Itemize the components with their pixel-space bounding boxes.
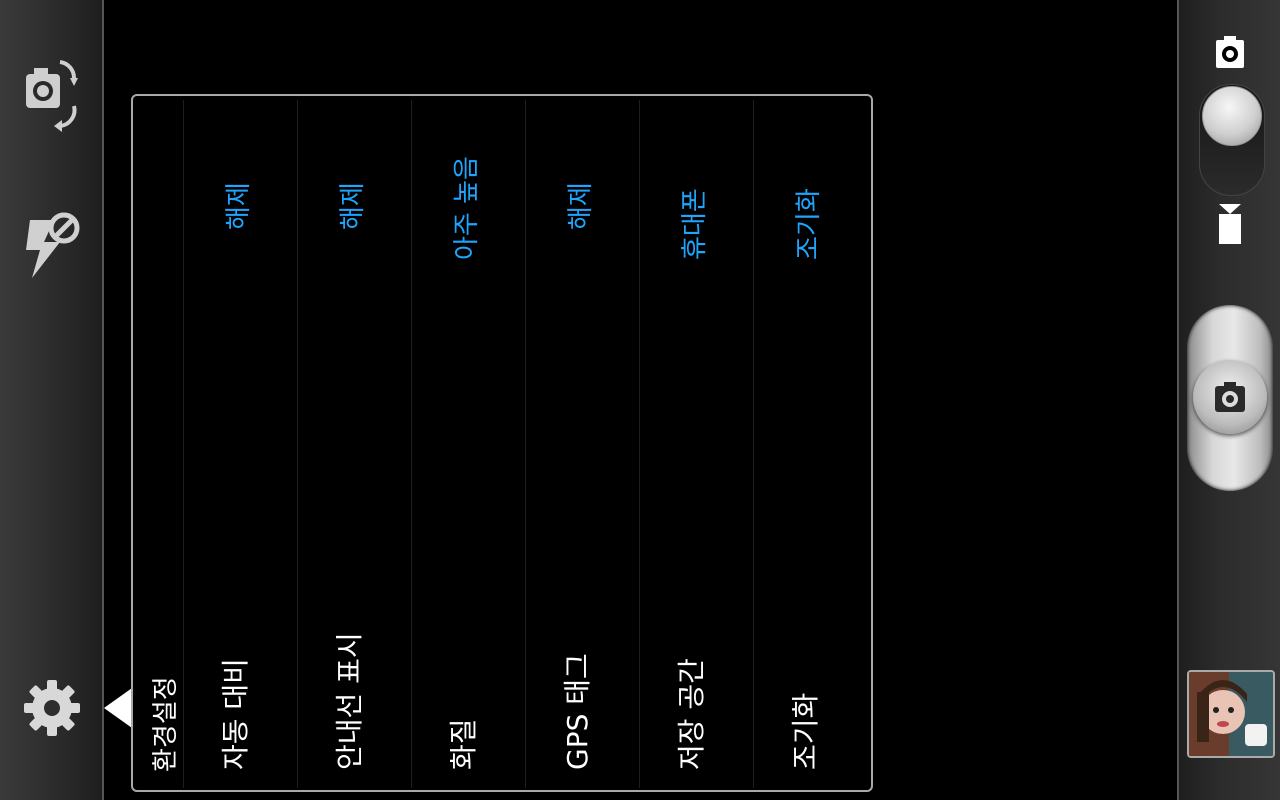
shutter-button[interactable]	[1187, 305, 1273, 491]
setting-value: 해제	[224, 182, 254, 230]
setting-label: 조기화	[789, 692, 822, 770]
setting-row-guidelines[interactable]: 안내선 표시 해제	[297, 100, 412, 788]
setting-label: GPS 태그	[561, 653, 594, 770]
setting-row-quality[interactable]: 화질 아주 높음	[411, 100, 526, 788]
settings-panel: 환경설정 자동 대비 해제 안내선 표시 해제 화질 아주 높음 GPS 태그 …	[131, 94, 873, 792]
mode-switch-knob[interactable]	[1202, 86, 1262, 146]
setting-row-reset[interactable]: 조기화 조기화	[753, 100, 868, 788]
setting-label: 안내선 표시	[333, 632, 366, 770]
setting-value: 해제	[566, 182, 596, 230]
setting-value: 아주 높음	[452, 156, 482, 260]
setting-value: 해제	[338, 182, 368, 230]
setting-row-storage[interactable]: 저장 공간 휴대폰	[639, 100, 754, 788]
right-control-bar	[1177, 0, 1280, 800]
camera-switch-icon	[26, 60, 78, 132]
camera-icon	[1215, 382, 1245, 412]
setting-label: 저장 공간	[675, 658, 708, 770]
settings-title: 환경설정	[135, 96, 183, 790]
setting-value: 휴대폰	[680, 188, 710, 260]
setting-row-gps-tag[interactable]: GPS 태그 해제	[525, 100, 640, 788]
settings-button[interactable]	[14, 670, 90, 746]
setting-label: 자동 대비	[219, 658, 252, 770]
photo-thumbnail-image	[1189, 672, 1273, 756]
gear-icon	[24, 680, 80, 736]
setting-value: 조기화	[794, 188, 824, 260]
video-mode-icon	[1219, 204, 1241, 244]
flash-off-icon	[26, 212, 80, 278]
camera-mode-icon	[1216, 36, 1244, 68]
camera-switch-button[interactable]	[14, 56, 90, 132]
popup-pointer	[104, 688, 132, 728]
shutter-ring	[1193, 360, 1267, 434]
settings-title-text: 환경설정	[151, 676, 181, 772]
left-control-bar	[0, 0, 104, 800]
flash-button[interactable]	[14, 206, 90, 282]
setting-label: 화질	[447, 718, 480, 770]
setting-row-auto-contrast[interactable]: 자동 대비 해제	[183, 100, 298, 788]
gallery-thumbnail[interactable]	[1187, 670, 1275, 758]
